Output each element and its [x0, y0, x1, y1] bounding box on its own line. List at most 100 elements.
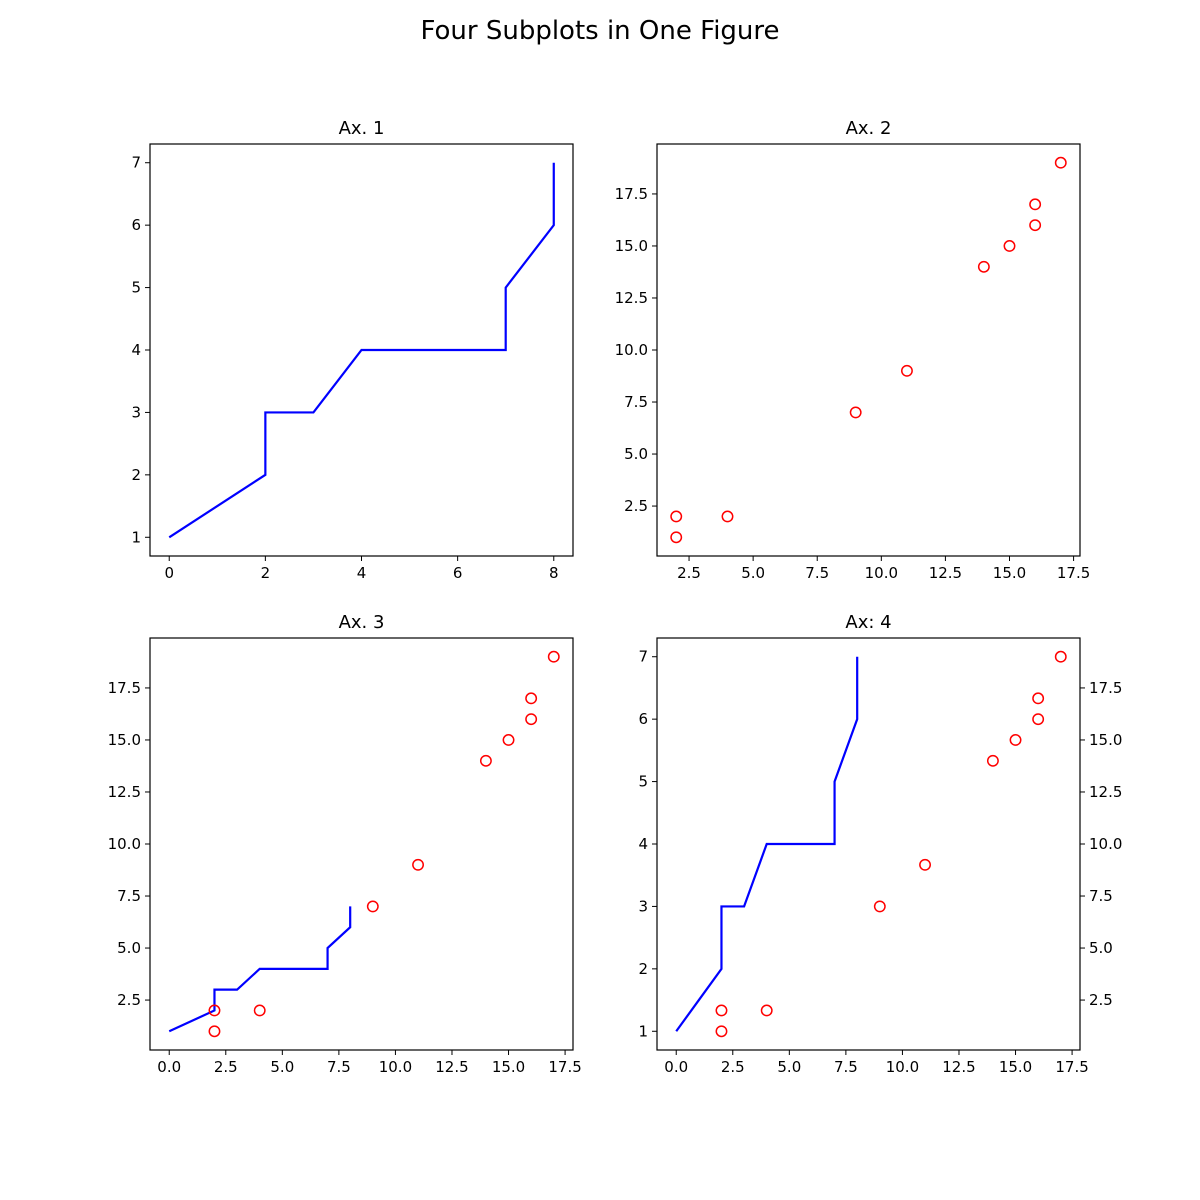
- subplot-3: Ax. 3 0.0 2.5 5.0 7.5 10.0 12.5 15.0 17.5 2.5 5.0 7…: [108, 612, 582, 1076]
- x-tick-label: 2.5: [721, 1058, 745, 1076]
- scatter-point: [547, 650, 560, 663]
- scatter-point: [412, 858, 424, 871]
- subplot-title: Ax. 3: [339, 612, 385, 633]
- scatter-point: [849, 406, 862, 419]
- y-right-tick-label: 10.0: [1089, 835, 1122, 853]
- x-tick-label: 10.0: [865, 564, 898, 582]
- scatter-point: [502, 734, 515, 746]
- x-tick-label: 0.0: [664, 1058, 688, 1076]
- x-tick-label: 10.0: [379, 1058, 412, 1076]
- axes-frame: [656, 143, 1081, 557]
- scatter-point: [715, 1025, 728, 1038]
- x-tick-label: 17.5: [1055, 1058, 1088, 1076]
- figure-title: Four Subplots in One Figure: [420, 16, 780, 46]
- x-tick-label: 7.5: [327, 1058, 351, 1076]
- x-tick-label: 7.5: [805, 564, 829, 582]
- x-tick-label: 6: [453, 564, 463, 582]
- y-tick-label: 4: [638, 835, 648, 853]
- y-tick-label: 3: [131, 403, 141, 421]
- subplot-4: Ax: 4 0.0 2.5 5.0 7.5 10.0 12.5 15.0 17.5 1 2 3 4 5 6 7…: [638, 612, 1122, 1076]
- y-tick-label: 6: [638, 710, 648, 728]
- x-tick-label: 0.0: [157, 1058, 181, 1076]
- y-right-tick-label: 5.0: [1089, 939, 1113, 957]
- y-tick-label: 7.5: [117, 887, 141, 905]
- scatter-point: [919, 858, 931, 871]
- scatter-point: [670, 531, 683, 544]
- x-tick-label: 5.0: [270, 1058, 294, 1076]
- scatter-point: [1054, 156, 1067, 169]
- y-tick-label: 17.5: [108, 679, 141, 697]
- series-line-1: [675, 656, 859, 1032]
- x-tick-label: 17.5: [1057, 564, 1090, 582]
- scatter-point: [1054, 650, 1067, 663]
- y-tick-label: 5: [638, 773, 648, 791]
- scatter-point: [253, 1004, 266, 1017]
- subplot-title: Ax. 2: [846, 118, 892, 139]
- scatter-point: [1029, 198, 1042, 211]
- x-tick-label: 7.5: [834, 1058, 858, 1076]
- y-tick-label: 10.0: [108, 835, 141, 853]
- y-tick-label: 7.5: [624, 393, 648, 411]
- x-tick-label: 12.5: [942, 1058, 975, 1076]
- y-tick-label: 7: [131, 154, 141, 172]
- scatter-point: [1032, 692, 1045, 705]
- scatter-point: [208, 1025, 221, 1038]
- y-right-tick-label: 15.0: [1089, 731, 1122, 749]
- x-tick-label: 0: [164, 564, 174, 582]
- scatter-point: [873, 900, 886, 913]
- x-tick-label: 5.0: [777, 1058, 801, 1076]
- x-tick-label: 2: [261, 564, 271, 582]
- subplot-1: Ax. 1 0 2 4 6 8 1 2 3 4 5 6 7: [131, 118, 574, 582]
- y-tick-label: 2.5: [624, 497, 648, 515]
- y-tick-label: 15.0: [108, 731, 141, 749]
- y-tick-label: 12.5: [615, 289, 648, 307]
- scatter-point: [1009, 734, 1022, 746]
- subplot-title: Ax. 1: [339, 118, 385, 139]
- scatter-point: [1032, 713, 1045, 726]
- scatter-point: [977, 260, 990, 273]
- x-tick-label: 4: [357, 564, 367, 582]
- scatter-point: [525, 713, 538, 726]
- y-tick-label: 2: [638, 960, 648, 978]
- x-tick-label: 12.5: [929, 564, 962, 582]
- scatter-point: [366, 900, 379, 913]
- y-tick-label: 4: [131, 341, 141, 359]
- scatter-point: [479, 754, 492, 767]
- subplot-title: Ax: 4: [845, 612, 891, 633]
- y-tick-label: 5.0: [624, 445, 648, 463]
- y-right-tick-label: 7.5: [1089, 887, 1113, 905]
- x-tick-label: 2.5: [677, 564, 701, 582]
- scatter-point: [721, 510, 734, 523]
- y-tick-label: 2.5: [117, 991, 141, 1009]
- subplot-2: Ax. 2 2.5 5.0 7.5 10.0 12.5 15.0 17.5 2.5 5.0 7.5 1…: [615, 118, 1091, 582]
- x-tick-label: 8: [549, 564, 559, 582]
- x-tick-label: 5.0: [741, 564, 765, 582]
- x-tick-label: 15.0: [492, 1058, 525, 1076]
- scatter-point: [986, 754, 999, 767]
- y-tick-label: 1: [131, 528, 141, 546]
- scatter-point: [760, 1004, 773, 1017]
- y-right-tick-label: 2.5: [1089, 991, 1113, 1009]
- y-tick-label: 3: [638, 897, 648, 915]
- scatter-point: [208, 1004, 221, 1017]
- scatter-point: [1029, 219, 1042, 232]
- scatter-point: [670, 510, 683, 523]
- x-tick-label: 12.5: [435, 1058, 468, 1076]
- scatter-point: [901, 364, 913, 377]
- y-tick-label: 6: [131, 216, 141, 234]
- series-line-1: [168, 162, 555, 539]
- x-tick-label: 2.5: [214, 1058, 238, 1076]
- scatter-point: [525, 692, 538, 705]
- y-tick-label: 15.0: [615, 237, 648, 255]
- y-tick-label: 1: [638, 1022, 648, 1040]
- y-tick-label: 7: [638, 648, 648, 666]
- scatter-point: [715, 1004, 728, 1017]
- y-tick-label: 10.0: [615, 341, 648, 359]
- y-tick-label: 5.0: [117, 939, 141, 957]
- y-tick-label: 12.5: [108, 783, 141, 801]
- axes-frame: [149, 637, 574, 1051]
- y-tick-label: 5: [131, 279, 141, 297]
- x-tick-label: 17.5: [548, 1058, 581, 1076]
- axes-frame: [656, 637, 1081, 1051]
